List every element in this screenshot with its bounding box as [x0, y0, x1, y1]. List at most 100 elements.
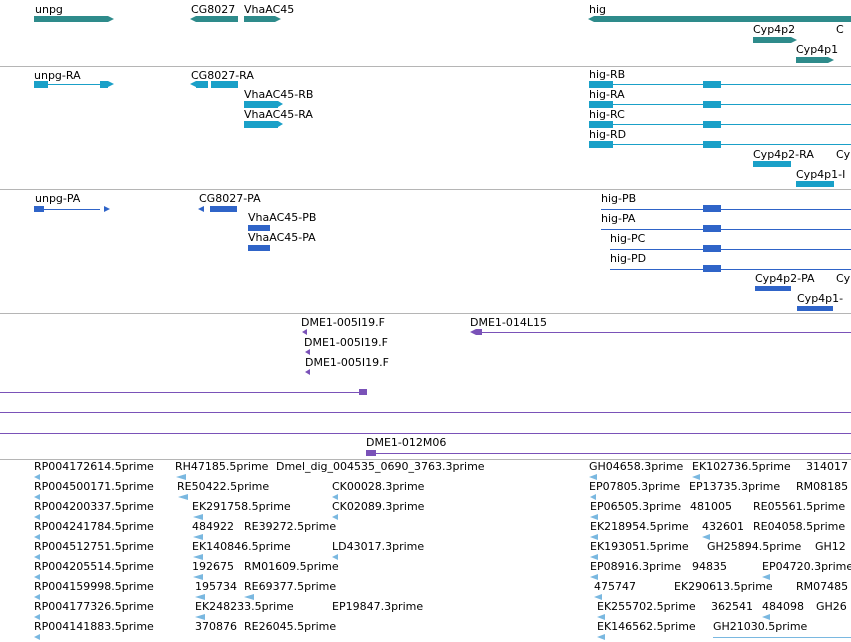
mrna-exon[interactable]: [589, 81, 613, 88]
est-label[interactable]: EK255702.5prime: [597, 600, 696, 613]
gene-label[interactable]: CG8027: [191, 3, 236, 16]
est-label[interactable]: EK218954.5prime: [590, 520, 689, 533]
est-label[interactable]: EK140846.5prime: [192, 540, 291, 553]
mrna-label[interactable]: VhaAC45-RA: [244, 108, 313, 121]
est-label[interactable]: EP13735.3prime: [689, 480, 781, 493]
mrna-exon[interactable]: [753, 161, 791, 167]
cds-label-clipped[interactable]: Cy: [836, 272, 851, 285]
est-label[interactable]: EP07805.3prime: [589, 480, 681, 493]
est-label[interactable]: RP004172614.5prime: [34, 460, 154, 473]
est-label[interactable]: EP06505.3prime: [590, 500, 682, 513]
gene-label[interactable]: Cyp4p2: [753, 23, 796, 36]
est-label[interactable]: GH25894.5prime: [707, 540, 802, 553]
clone-feature[interactable]: [359, 389, 367, 395]
gene-feature[interactable]: [753, 37, 791, 43]
mrna-exon[interactable]: [589, 101, 613, 108]
clone-label[interactable]: DME1-005I19.F: [304, 336, 388, 349]
mrna-exon[interactable]: [589, 141, 613, 148]
mrna-exon[interactable]: [244, 121, 278, 128]
est-label[interactable]: EK102736.5prime: [692, 460, 791, 473]
est-label[interactable]: RM08185: [796, 480, 849, 493]
mrna-exon[interactable]: [703, 81, 721, 88]
mrna-label[interactable]: CG8027-RA: [191, 69, 254, 82]
est-label[interactable]: RM01609.5prime: [244, 560, 339, 573]
gene-label[interactable]: unpg: [35, 3, 63, 16]
cds-label[interactable]: hig-PC: [610, 232, 646, 245]
cds-label[interactable]: hig-PA: [601, 212, 636, 225]
est-label[interactable]: CK02089.3prime: [332, 500, 425, 513]
gene-label[interactable]: Cyp4p1: [796, 43, 839, 56]
est-label[interactable]: 192675: [192, 560, 234, 573]
gene-feature[interactable]: [244, 16, 275, 22]
est-label[interactable]: GH04658.3prime: [589, 460, 684, 473]
mrna-label[interactable]: hig-RA: [589, 88, 625, 101]
mrna-label[interactable]: VhaAC45-RB: [244, 88, 314, 101]
clone-label[interactable]: DME1-005I19.F: [305, 356, 389, 369]
est-label[interactable]: EP04720.3prime: [762, 560, 851, 573]
clone-label[interactable]: DME1-012M06: [366, 436, 447, 449]
est-label[interactable]: RE69377.5prime: [244, 580, 337, 593]
cds-label[interactable]: hig-PB: [601, 192, 637, 205]
mrna-exon[interactable]: [100, 81, 108, 88]
est-label[interactable]: GH12: [815, 540, 846, 553]
mrna-label[interactable]: hig-RB: [589, 68, 626, 81]
est-label[interactable]: RP004205514.5prime: [34, 560, 154, 573]
mrna-exon[interactable]: [703, 141, 721, 148]
est-label[interactable]: RH47185.5prime: [175, 460, 269, 473]
clone-feature[interactable]: [366, 450, 376, 456]
est-label[interactable]: EP08916.3prime: [590, 560, 682, 573]
est-label[interactable]: RP004159998.5prime: [34, 580, 154, 593]
est-label[interactable]: RE04058.5prime: [753, 520, 846, 533]
gene-label[interactable]: hig: [589, 3, 607, 16]
cds-label[interactable]: unpg-PA: [35, 192, 81, 205]
est-label[interactable]: RP004512751.5prime: [34, 540, 154, 553]
cds-exon[interactable]: [248, 245, 270, 251]
gene-feature[interactable]: [796, 57, 828, 63]
mrna-label-clipped[interactable]: Cy: [836, 148, 851, 161]
cds-exon[interactable]: [210, 206, 237, 212]
cds-label[interactable]: hig-PD: [610, 252, 647, 265]
gene-label-clipped[interactable]: C: [836, 23, 844, 36]
gene-label[interactable]: VhaAC45: [244, 3, 295, 16]
clone-label[interactable]: DME1-014L15: [470, 316, 547, 329]
est-label[interactable]: EK290613.5prime: [674, 580, 773, 593]
mrna-label-clipped[interactable]: Cyp4p1-I: [796, 168, 846, 181]
est-label[interactable]: Dmel_dig_004535_0690_3763.3prime: [276, 460, 485, 473]
gene-feature[interactable]: [34, 16, 108, 22]
mrna-exon[interactable]: [703, 101, 721, 108]
est-label[interactable]: LD43017.3prime: [332, 540, 425, 553]
est-label[interactable]: RP004200337.5prime: [34, 500, 154, 513]
est-label[interactable]: RE50422.5prime: [177, 480, 270, 493]
cds-exon[interactable]: [248, 225, 270, 231]
clone-label[interactable]: DME1-005I19.F: [301, 316, 385, 329]
est-label[interactable]: 481005: [690, 500, 732, 513]
cds-exon[interactable]: [703, 265, 721, 272]
mrna-exon[interactable]: [196, 81, 208, 88]
est-label[interactable]: 94835: [692, 560, 727, 573]
est-label[interactable]: 195734: [195, 580, 237, 593]
est-label[interactable]: 484922: [192, 520, 234, 533]
est-label[interactable]: EK193051.5prime: [590, 540, 689, 553]
est-label[interactable]: RP004177326.5prime: [34, 600, 154, 613]
mrna-exon[interactable]: [211, 81, 238, 88]
est-label[interactable]: RP004241784.5prime: [34, 520, 154, 533]
est-label[interactable]: EK248233.5prime: [195, 600, 294, 613]
mrna-exon[interactable]: [796, 181, 834, 187]
est-label[interactable]: 362541: [711, 600, 753, 613]
est-label[interactable]: 314017: [806, 460, 848, 473]
est-label[interactable]: 432601: [702, 520, 744, 533]
cds-label[interactable]: VhaAC45-PA: [248, 231, 316, 244]
mrna-label[interactable]: unpg-RA: [34, 69, 81, 82]
mrna-label[interactable]: hig-RD: [589, 128, 627, 141]
mrna-exon[interactable]: [703, 121, 721, 128]
mrna-exon[interactable]: [589, 121, 613, 128]
cds-exon[interactable]: [703, 245, 721, 252]
est-label[interactable]: RE39272.5prime: [244, 520, 337, 533]
mrna-exon[interactable]: [34, 81, 48, 88]
est-label[interactable]: RP004141883.5prime: [34, 620, 154, 633]
est-label[interactable]: EK146562.5prime: [597, 620, 696, 633]
est-label[interactable]: RM07485: [796, 580, 849, 593]
est-label[interactable]: GH26: [816, 600, 847, 613]
mrna-label[interactable]: hig-RC: [589, 108, 625, 121]
cds-exon[interactable]: [34, 206, 44, 212]
